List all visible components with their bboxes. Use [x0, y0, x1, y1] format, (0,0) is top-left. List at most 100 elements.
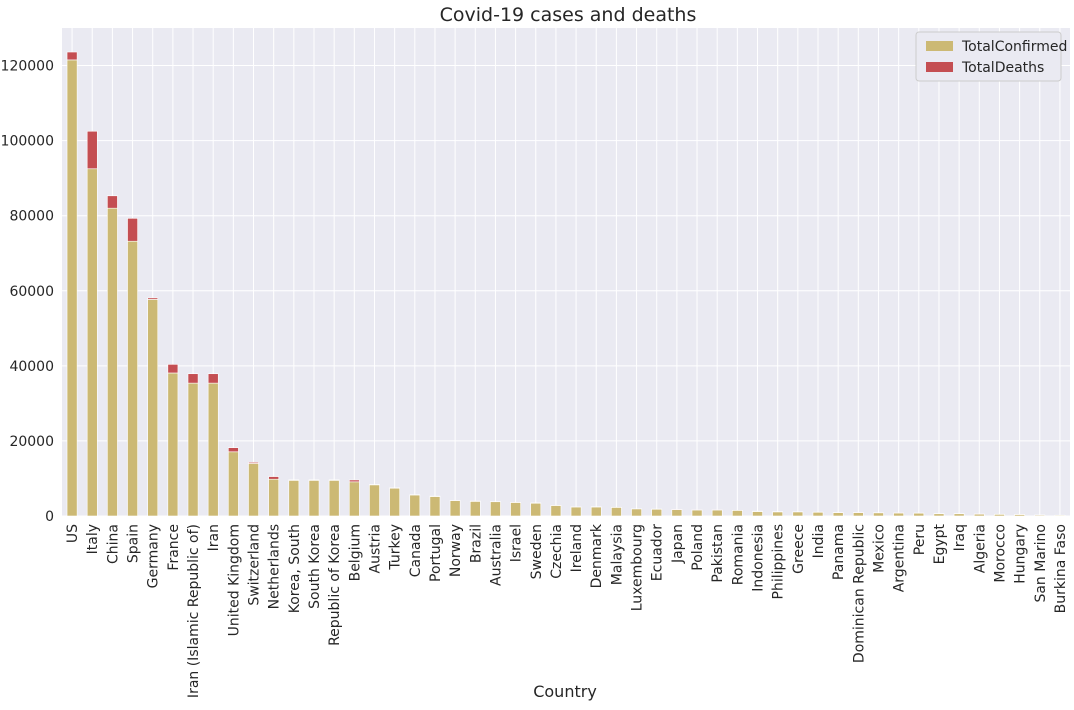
bar-totalconfirmed: [188, 383, 198, 516]
bar-totalconfirmed: [793, 512, 803, 516]
y-tick-label: 100000: [1, 134, 54, 150]
x-axis-label: Country: [533, 682, 597, 701]
bar-totalconfirmed: [692, 510, 702, 516]
x-tick-label: Iran (Islamic Republic of): [186, 524, 202, 698]
x-tick-label: Greece: [791, 524, 807, 574]
bar-totalconfirmed: [551, 505, 561, 516]
x-tick-label: Romania: [730, 524, 746, 585]
x-tick-label: Denmark: [589, 523, 605, 588]
bar-totalconfirmed: [490, 502, 500, 516]
x-tick-label: Japan: [670, 524, 686, 564]
y-tick-label: 0: [45, 509, 54, 525]
bar-totaldeaths: [248, 462, 258, 463]
x-tick-label: Indonesia: [751, 524, 767, 592]
x-tick-label: Iraq: [952, 524, 968, 551]
x-tick-label: Austria: [367, 524, 383, 573]
bar-totaldeaths: [208, 374, 218, 383]
x-tick-label: Australia: [488, 524, 504, 586]
bar-totaldeaths: [128, 218, 138, 241]
bar-totalconfirmed: [369, 485, 379, 516]
bar-totaldeaths: [269, 477, 279, 480]
bar-totalconfirmed: [168, 373, 178, 516]
bar-totalconfirmed: [813, 512, 823, 516]
x-tick-label: France: [166, 524, 182, 571]
bar-totalconfirmed: [591, 507, 601, 516]
x-tick-label: Egypt: [932, 524, 948, 565]
chart-title: Covid-19 cases and deaths: [440, 4, 697, 26]
y-tick-label: 40000: [9, 359, 54, 375]
bar-totalconfirmed: [67, 60, 77, 516]
bar-totaldeaths: [309, 480, 319, 481]
bar-totalconfirmed: [269, 479, 279, 516]
bar-totalconfirmed: [732, 510, 742, 516]
x-tick-label: South Korea: [307, 524, 323, 609]
legend-swatch-totaldeaths: [926, 62, 953, 72]
legend-swatch-totalconfirmed: [926, 41, 953, 51]
x-tick-label: Algeria: [972, 524, 988, 573]
bar-totalconfirmed: [208, 383, 218, 516]
bar-totaldeaths: [107, 196, 117, 208]
bar-totalconfirmed: [712, 510, 722, 516]
y-tick-label: 20000: [9, 434, 54, 450]
legend-label-totalconfirmed: TotalConfirmed: [961, 39, 1067, 55]
bar-totalconfirmed: [611, 507, 621, 516]
x-tick-label: Czechia: [549, 524, 565, 579]
x-tick-label: Norway: [448, 524, 464, 577]
x-tick-label: China: [105, 524, 121, 564]
bar-totalconfirmed: [752, 511, 762, 516]
bar-totaldeaths: [67, 52, 77, 60]
bar-totalconfirmed: [833, 513, 843, 516]
x-tick-label: Turkey: [388, 524, 404, 571]
x-tick-label: Malaysia: [609, 524, 625, 585]
bar-totalconfirmed: [87, 169, 97, 516]
bar-totalconfirmed: [390, 488, 400, 516]
bar-totalconfirmed: [107, 208, 117, 516]
bar-totalconfirmed: [309, 480, 319, 516]
x-tick-label: San Marino: [1033, 524, 1049, 603]
x-tick-label: Argentina: [892, 524, 908, 592]
x-tick-label: Hungary: [1013, 524, 1029, 584]
x-tick-label: Switzerland: [247, 524, 263, 606]
bar-totalconfirmed: [228, 452, 238, 516]
bar-totaldeaths: [87, 131, 97, 169]
x-tick-label: Poland: [690, 524, 706, 571]
x-tick-label: Sweden: [529, 524, 545, 579]
x-tick-label: US: [65, 524, 81, 543]
bar-totalconfirmed: [954, 514, 964, 516]
bar-totaldeaths: [349, 480, 359, 482]
bar-totalconfirmed: [450, 501, 460, 516]
x-tick-label: Portugal: [428, 524, 444, 582]
x-tick-label: Canada: [408, 524, 424, 577]
y-tick-label: 60000: [9, 284, 54, 300]
x-tick-label: Ireland: [569, 524, 585, 572]
x-tick-label: Iran: [206, 524, 222, 551]
legend: TotalConfirmed TotalDeaths: [916, 32, 1067, 81]
bar-totalconfirmed: [632, 509, 642, 516]
x-tick-label: Mexico: [871, 524, 887, 573]
legend-label-totaldeaths: TotalDeaths: [961, 60, 1044, 76]
x-tick-label: Belgium: [347, 524, 363, 581]
bar-totalconfirmed: [329, 480, 339, 516]
bar-totalconfirmed: [470, 501, 480, 516]
bar-totalconfirmed: [652, 509, 662, 516]
bar-totaldeaths: [289, 480, 299, 481]
x-tick-label: Korea, South: [287, 524, 303, 613]
x-tick-label: Dominican Republic: [851, 524, 867, 663]
bar-totalconfirmed: [349, 482, 359, 516]
x-tick-label: Israel: [509, 524, 525, 562]
x-tick-label: India: [811, 524, 827, 558]
bar-totaldeaths: [228, 448, 238, 452]
bar-totalconfirmed: [914, 513, 924, 516]
bar-totalconfirmed: [873, 513, 883, 516]
x-tick-label: Morocco: [992, 524, 1008, 583]
y-tick-label: 120000: [1, 59, 54, 75]
x-tick-label: Luxembourg: [630, 524, 646, 611]
x-tick-label: United Kingdom: [226, 524, 242, 636]
bar-totalconfirmed: [773, 512, 783, 516]
bar-totalconfirmed: [511, 502, 521, 516]
bar-totaldeaths: [148, 298, 158, 300]
bar-totalconfirmed: [894, 513, 904, 516]
